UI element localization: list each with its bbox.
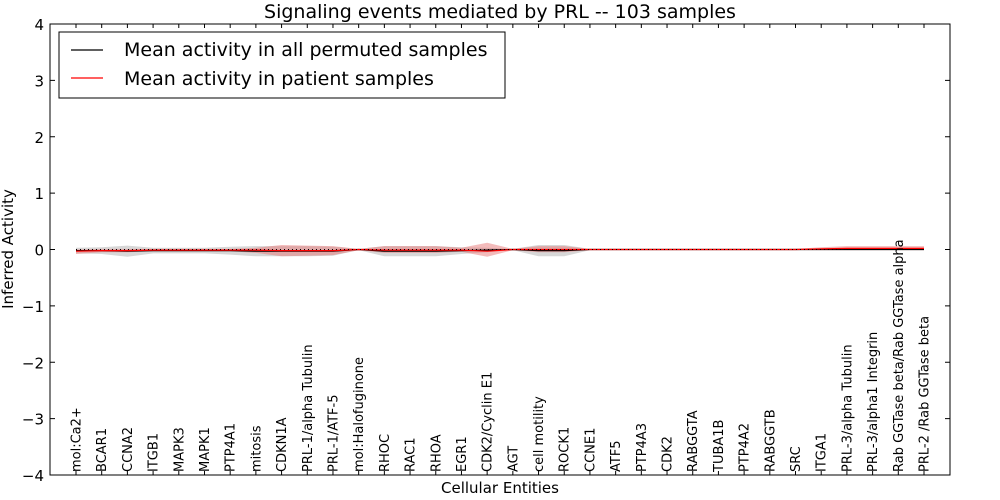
x-tick-label: CCNE1 (583, 428, 598, 472)
x-tick-label: RABGGTA (686, 410, 701, 472)
x-tick-label: RHOA (429, 434, 444, 472)
x-tick-label: cell motility (532, 396, 547, 472)
x-tick-label: ATF5 (609, 440, 624, 472)
x-tick-label: RABGGTB (763, 409, 778, 472)
legend: Mean activity in all permuted samples Me… (58, 31, 506, 99)
y-tick-label: 3 (34, 72, 44, 90)
y-tick-label: 2 (34, 129, 44, 147)
x-tick-label: RHOC (378, 434, 393, 472)
x-tick-label: ITGA1 (815, 433, 830, 472)
legend-frame (58, 31, 506, 99)
x-tick-label: MAPK3 (172, 427, 187, 472)
x-tick-label: CDK2/Cyclin E1 (481, 372, 496, 472)
y-tick-label: 1 (34, 185, 44, 203)
x-tick-label: RAC1 (404, 437, 419, 472)
x-tick-label: PRL-1/ATF-5 (326, 395, 341, 473)
x-tick-label: mol:Halofuginone (352, 357, 367, 472)
x-tick-label: CDK2 (661, 436, 676, 472)
x-tick-label: PTP4A2 (738, 423, 753, 472)
y-tick-label: −2 (22, 354, 44, 372)
x-tick-label: PRL-1/alpha Tubulin (301, 344, 316, 472)
y-tick-label: −4 (22, 467, 44, 485)
line-patient (75, 247, 924, 252)
y-tick-label: −1 (22, 298, 44, 316)
y-tick-label: 4 (34, 16, 44, 34)
y-tick-label: −3 (22, 411, 44, 429)
x-tick-label: MAPK1 (198, 427, 213, 472)
x-tick-label: EGR1 (455, 436, 470, 472)
x-tick-label: mitosis (249, 425, 264, 472)
x-tick-label: PRL-2 /Rab GGTase beta (918, 316, 933, 472)
x-tick-label: PRL-3/alpha1 Integrin (866, 332, 881, 472)
x-tick-label: PTP4A3 (635, 423, 650, 472)
y-tick-label: 0 (34, 242, 44, 260)
x-tick-label: PTP4A1 (224, 423, 239, 472)
x-tick-label: CCNA2 (121, 427, 136, 472)
legend-label-patient: Mean activity in patient samples (124, 68, 434, 90)
y-axis-label: Inferred Activity (0, 189, 17, 309)
x-tick-label: CDKN1A (275, 417, 290, 472)
chart-title: Signaling events mediated by PRL -- 103 … (264, 1, 736, 23)
x-tick-label: mol:Ca2+ (70, 407, 85, 472)
x-tick-label: SRC (789, 446, 804, 472)
legend-label-permuted: Mean activity in all permuted samples (124, 39, 487, 61)
x-tick-label: BCAR1 (95, 428, 110, 472)
x-tick-label: ITGB1 (147, 433, 162, 472)
x-tick-label: AGT (506, 446, 521, 472)
x-tick-label: ROCK1 (558, 427, 573, 472)
x-tick-label: Rab GGTase beta/Rab GGTase alpha (892, 239, 907, 472)
x-tick-label: TUBA1B (712, 420, 727, 473)
x-tick-label: PRL-3/alpha Tubulin (840, 344, 855, 472)
x-axis-label: Cellular Entities (441, 479, 559, 497)
